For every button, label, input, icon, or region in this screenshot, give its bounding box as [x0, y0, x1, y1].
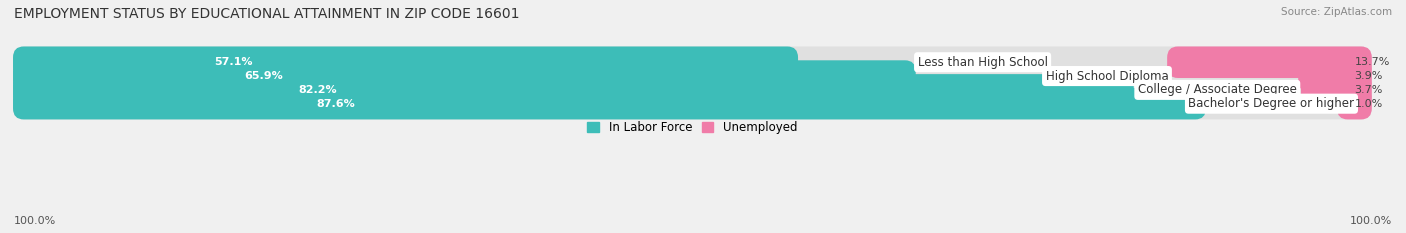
Text: 100.0%: 100.0%: [1350, 216, 1392, 226]
FancyBboxPatch shape: [13, 74, 1133, 106]
FancyBboxPatch shape: [13, 60, 1372, 92]
Text: 57.1%: 57.1%: [215, 57, 253, 67]
FancyBboxPatch shape: [13, 74, 1372, 106]
Text: High School Diploma: High School Diploma: [1046, 69, 1168, 82]
Text: 1.0%: 1.0%: [1354, 99, 1382, 109]
Text: EMPLOYMENT STATUS BY EDUCATIONAL ATTAINMENT IN ZIP CODE 16601: EMPLOYMENT STATUS BY EDUCATIONAL ATTAINM…: [14, 7, 520, 21]
FancyBboxPatch shape: [1298, 60, 1372, 92]
Text: College / Associate Degree: College / Associate Degree: [1137, 83, 1296, 96]
FancyBboxPatch shape: [13, 47, 799, 78]
Text: 13.7%: 13.7%: [1354, 57, 1389, 67]
Text: 100.0%: 100.0%: [14, 216, 56, 226]
FancyBboxPatch shape: [1337, 88, 1372, 120]
Text: 65.9%: 65.9%: [245, 71, 283, 81]
FancyBboxPatch shape: [1301, 74, 1372, 106]
Text: 3.7%: 3.7%: [1354, 85, 1382, 95]
Text: Source: ZipAtlas.com: Source: ZipAtlas.com: [1281, 7, 1392, 17]
FancyBboxPatch shape: [13, 47, 1372, 78]
Text: 3.9%: 3.9%: [1354, 71, 1382, 81]
Legend: In Labor Force, Unemployed: In Labor Force, Unemployed: [582, 117, 801, 139]
FancyBboxPatch shape: [13, 88, 1372, 120]
Text: Less than High School: Less than High School: [918, 56, 1047, 69]
Text: 82.2%: 82.2%: [298, 85, 337, 95]
Text: 87.6%: 87.6%: [316, 99, 356, 109]
FancyBboxPatch shape: [1167, 47, 1372, 78]
FancyBboxPatch shape: [13, 60, 915, 92]
Text: Bachelor's Degree or higher: Bachelor's Degree or higher: [1188, 97, 1354, 110]
FancyBboxPatch shape: [13, 88, 1206, 120]
